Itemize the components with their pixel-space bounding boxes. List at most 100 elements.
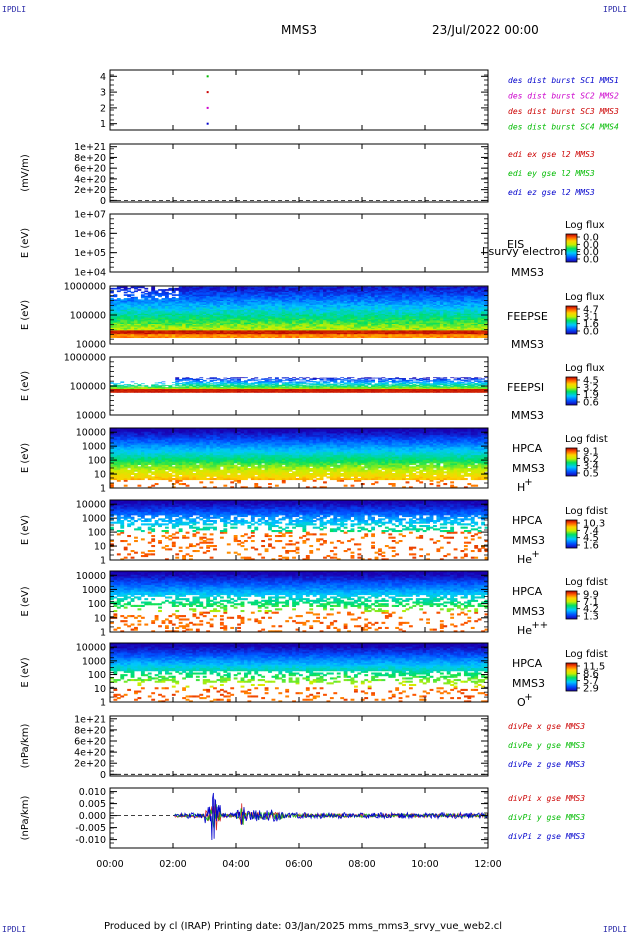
spacecraft-label: MMS3 [511,338,544,351]
ytick-label: 2 [100,103,106,114]
panel-hpca_o: 10000 1000 100 10 1 E (eV) HPCA MMS3 O+ Log fdist… [20,642,608,709]
colorbar-title: Log flux [565,363,605,374]
ytick-label: 0.005 [79,799,106,810]
ytick-label: 1e+04 [74,268,106,279]
ytick-label: 0 [100,770,106,781]
colorbar [565,590,578,620]
legend-entry: edi ez gse l2 MMS3 [508,188,595,197]
minor-ticks [110,148,488,198]
species-label: He [517,553,532,566]
colorbar-tick-label: 11.5 [583,662,605,673]
panel-feepsi: 1000000 100000 10000 E (eV) FEEPSI MMS3 Log fl… [20,353,605,423]
ytick-label: 1000 [82,514,106,525]
ytick-label: 2e+20 [74,185,106,196]
colorbar-tick-label: 0.0 [583,327,599,338]
y-axis-label: (nPa/km) [20,796,31,841]
ytick-label: 100000 [70,382,106,393]
xtick-label: 02:00 [159,859,186,870]
colorbar-tick-label: 1.3 [583,612,599,623]
ytick-label: 4 [100,72,106,83]
ytick-label: 8e+20 [74,153,106,164]
legend-entry: des dist burst SC1 MMS1 [508,76,619,85]
ytick-label: 3 [100,88,106,99]
legend-entry: divPi z gse MMS3 [508,832,585,841]
spectrogram-hpca_o [110,643,489,703]
xtick-label: 08:00 [348,859,375,870]
ytick-label: 10 [94,542,106,553]
spacecraft-label: MMS3 [512,462,545,475]
colorbar-tick-label: 3.4 [583,461,599,472]
colorbar-tick-label: 4.2 [583,604,599,615]
panel-hpca_he2: 10000 1000 100 10 1 E (eV) HPCA MMS3 He ++ Log fdi… [20,570,608,639]
panel-hpca_he1: 10000 1000 100 10 1 E (eV) HPCA MMS3 He + Log fdis… [20,499,608,567]
colorbar-tick-label: 4.5 [583,533,599,544]
colorbar [565,376,578,406]
instrument-label: FEEPSI [507,381,544,394]
colorbar [565,447,578,477]
ytick-label: 4e+20 [74,174,106,185]
panel-frame [109,143,489,203]
colorbar [565,662,578,692]
footer-credit: Produced by cl (IRAP) Printing date: 03/… [104,921,502,932]
colorbar-title: Log fdist [565,434,608,445]
y-axis-label: (mV/m) [20,154,31,192]
ytick-label: 10 [94,613,106,624]
colorbar-tick-label: 0.0 [583,233,599,244]
species-charge: + [524,692,532,703]
colorbar-tick-label: 0.0 [583,255,599,266]
ytick-label: 1000000 [64,282,106,293]
ytick-label: 4e+20 [74,748,106,759]
xtick-label: 12:00 [474,859,501,870]
panel-hpca_h: 10000 1000 100 10 1 E (eV) HPCA MMS3 H+ Log fdist… [20,427,608,495]
ytick-label: 1e+05 [74,248,106,259]
colorbar-title: Log fdist [565,506,608,517]
ytick-label: 1 [100,628,106,639]
spectrogram-hpca_h [110,428,489,489]
colorbar-tick-label: 0.0 [583,240,599,251]
ytick-label: 0.000 [79,811,106,822]
species-charge: ++ [531,620,548,631]
y-axis-label: E (eV) [20,515,31,545]
instrument-label: HPCA [512,585,543,598]
legend-entry: edi ex gse l2 MMS3 [508,150,595,159]
minor-ticks [110,720,488,772]
colorbar-title: Log fdist [565,577,608,588]
xtick-label: 06:00 [285,859,312,870]
spacecraft-label: MMS3 [511,409,544,422]
colorbar-tick-label: 4.5 [583,376,599,387]
panel-frame [109,715,489,777]
plot-spacecraft-title: MMS3 [281,23,317,37]
legend-entry: divPe z gse MMS3 [508,760,585,769]
ytick-label: 1000000 [64,353,106,364]
plot-date-title: 23/Jul/2022 00:00 [432,23,539,37]
species-charge: + [524,477,532,488]
legend-entry: divPi y gse MMS3 [508,813,585,822]
colorbar-title: Log flux [565,220,605,231]
ytick-label: -0.010 [75,835,106,846]
ytick-label: 10000 [76,340,106,351]
panel-burst: 4 3 2 1 des dist burst SC1 MMS1 des dist burs… [100,69,619,132]
ytick-label: 10000 [76,500,106,511]
burst-mark-4 [206,75,209,78]
y-axis-label: (nPa/km) [20,724,31,769]
ytick-label: 10000 [76,411,106,422]
colorbar-tick-label: 1.6 [583,319,599,330]
spacecraft-label: MMS3 [512,677,545,690]
ytick-label: 1000 [82,656,106,667]
colorbar-tick-label: 0.6 [583,398,599,409]
corner-label-top-right: IPDLI [603,5,627,14]
burst-mark-2 [206,106,209,109]
panel-feepse: 1000000 100000 10000 E (eV) FEEPSE MMS3 Log fl… [20,282,605,352]
panel-eis: 1e+07 1e+06 1e+05 1e+04 E (eV) EIS MMS3 l survy… [20,210,605,280]
minor-ticks [110,432,488,484]
instrument-label: HPCA [512,514,543,527]
minor-ticks [110,218,488,268]
ytick-label: 100 [88,670,106,681]
colorbar-tick-label: 8.6 [583,669,599,680]
xtick-label: 04:00 [222,859,249,870]
ytick-label: 1 [100,698,106,709]
legend-entry: des dist burst SC3 MMS3 [508,107,619,116]
ytick-label: 1e+07 [74,210,106,221]
ytick-label: 1000 [82,585,106,596]
